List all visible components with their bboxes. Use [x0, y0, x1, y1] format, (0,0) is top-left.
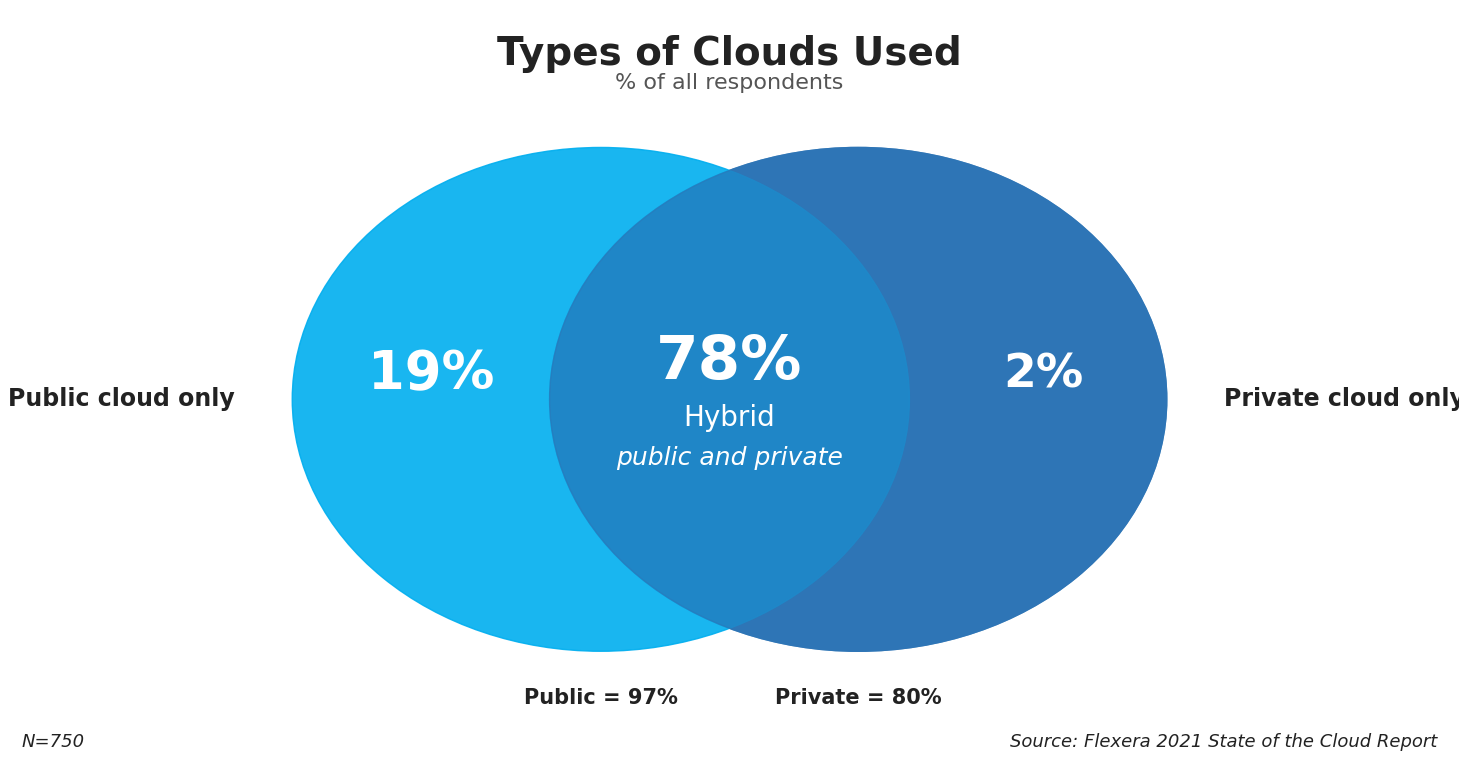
Ellipse shape — [292, 147, 909, 651]
Text: Public = 97%: Public = 97% — [524, 688, 678, 708]
Text: Private = 80%: Private = 80% — [775, 688, 941, 708]
Ellipse shape — [550, 147, 1167, 651]
Text: 78%: 78% — [657, 333, 802, 392]
Text: Types of Clouds Used: Types of Clouds Used — [498, 35, 961, 72]
Text: % of all respondents: % of all respondents — [616, 73, 843, 93]
Text: public and private: public and private — [616, 445, 843, 470]
Text: Hybrid: Hybrid — [684, 404, 775, 432]
Text: Source: Flexera 2021 State of the Cloud Report: Source: Flexera 2021 State of the Cloud … — [1010, 733, 1437, 751]
Text: 19%: 19% — [368, 349, 495, 401]
Text: Private cloud only: Private cloud only — [1224, 387, 1459, 412]
Text: N=750: N=750 — [22, 733, 85, 751]
Text: 2%: 2% — [1004, 353, 1084, 397]
Text: Public cloud only: Public cloud only — [9, 387, 235, 412]
Ellipse shape — [550, 147, 1167, 651]
